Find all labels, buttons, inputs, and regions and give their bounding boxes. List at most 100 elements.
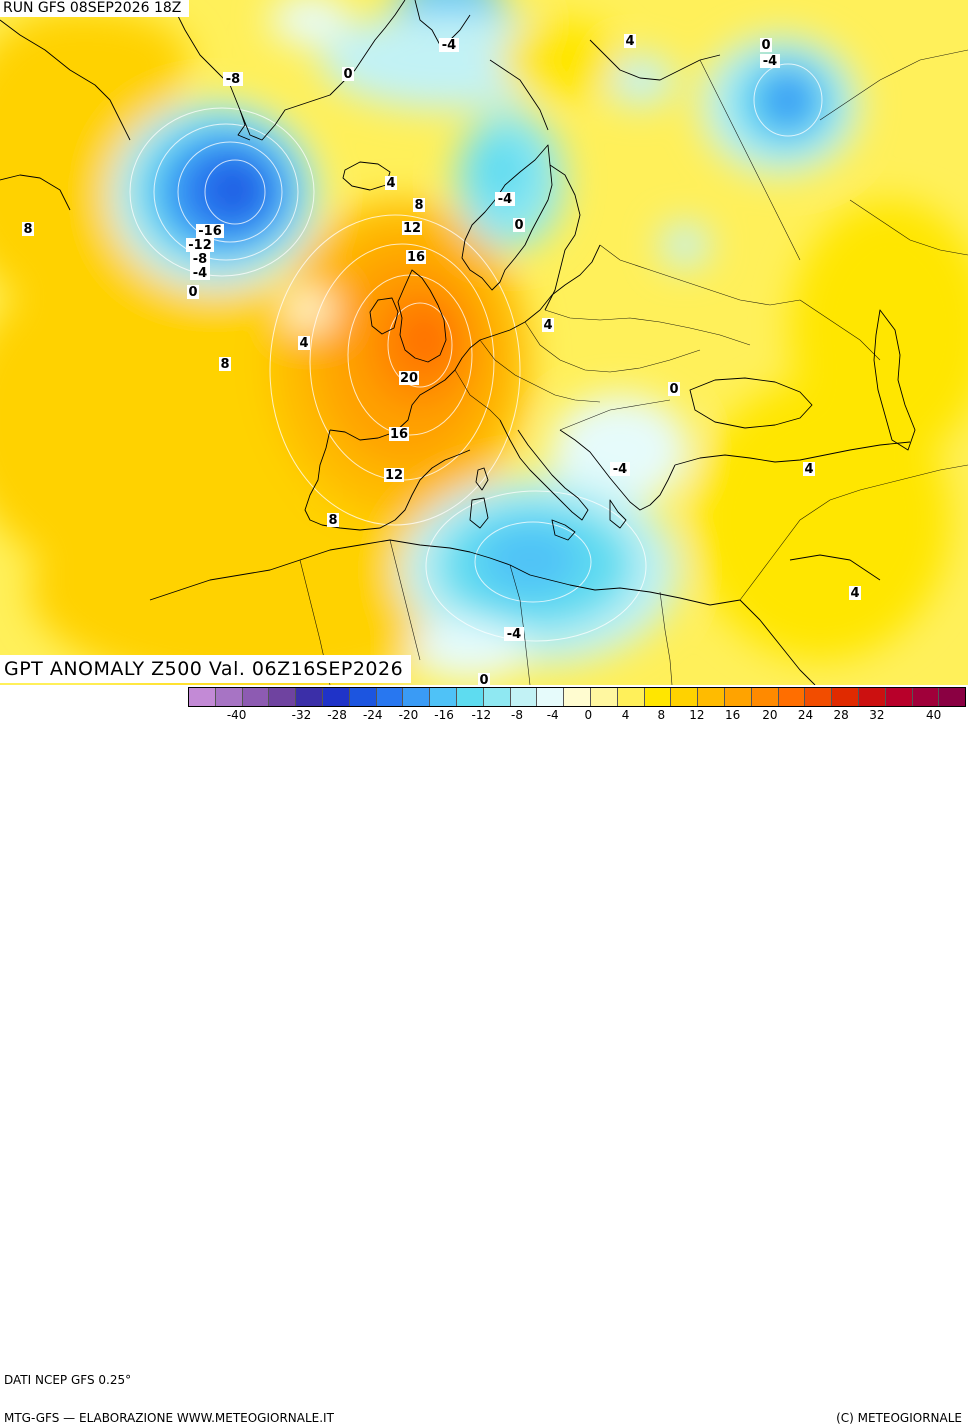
colorbar-tick-label: 8 [657,708,666,722]
colorbar-swatch [939,688,966,706]
contour-label-bg [478,673,490,685]
contour-label: 0 [669,382,678,397]
colorbar-swatch [832,688,859,706]
colorbar-swatch [590,688,618,706]
contour-label: 0 [761,38,770,53]
colorbar-swatch [537,688,565,706]
contour-label: 4 [299,336,308,351]
coastlines [0,0,916,685]
colorbar-tick-label: 20 [762,708,778,722]
colorbar-tick-label: -16 [434,708,454,722]
colorbar-tick-label: -24 [362,708,383,722]
colorbar-tick-label: 16 [724,708,741,722]
contour-label-bg [624,34,636,48]
contour-label-bg [196,224,224,238]
colorbar-tick-label: 28 [833,708,849,722]
contour-label-bg [849,586,861,600]
contour-label: 0 [514,218,523,233]
colorbar-tick-label: 32 [869,708,885,722]
contour-label-bg [803,462,815,476]
contour-label: -12 [188,238,212,253]
contour-label-bg [542,318,554,332]
colorbar-swatch [189,688,216,706]
colorbar-swatch [778,688,806,706]
colorbar-swatch [698,688,725,706]
isolines [129,63,823,642]
colorbar-swatch [269,688,297,706]
contour-label-bg [327,513,339,527]
contour-label: -4 [498,192,512,207]
contour-label-bg [406,250,426,264]
colorbar-tick-label: 0 [584,708,593,722]
colorbar-tick-label: -12 [471,708,492,722]
contour-label-bg [186,238,214,252]
contour-label-bg [298,336,310,350]
credit-left: MTG-GFS — ELABORAZIONE WWW.METEOGIORNALE… [4,1411,334,1425]
colorbar-swatch [403,688,431,706]
colorbar-swatch [724,688,752,706]
contour-label: 16 [407,250,425,265]
colorbar-tick-label: -8 [511,708,523,722]
contour-label: 4 [850,586,859,601]
contour-label: 12 [403,221,421,236]
contour-label: -8 [226,72,240,87]
run-title: RUN GFS 08SEP2026 18Z [0,0,190,17]
contour-label-bg [187,285,199,299]
colorbar-swatch [510,688,538,706]
contour-label-bg [402,221,422,235]
contour-label: 16 [390,427,408,442]
colorbar-ticks: -40 -32 -28 -24 -20 -16 -12 -8 -4 0 4 8 12 16 20 24 28 32… [188,708,966,724]
contour-label: -4 [507,627,521,642]
contour-label: -4 [193,266,207,281]
country-borders [299,49,968,685]
contour-label: 4 [804,462,813,477]
colorbar-swatch [564,688,591,706]
colorbar-tick-label: -28 [327,708,347,722]
colorbar-swatch [885,688,913,706]
colorbar-swatch [805,688,833,706]
colorbar-tick-label: -32 [291,708,312,722]
colorbar-swatch [349,688,377,706]
contour-label: -4 [613,462,627,477]
colorbar-swatch [671,688,699,706]
colorbar-swatch [751,688,779,706]
contour-label-bg [610,462,630,476]
contour-label-bg [413,198,425,212]
contour-label: 0 [479,673,488,685]
contour-label: 0 [188,285,197,300]
colorbar-tick-label: -20 [398,708,419,722]
colorbar-swatch [617,688,645,706]
contour-labels: -8 0-4 4 0-4481216-16-12-8-408-404482016128… [22,34,861,685]
contour-label: 0 [343,67,352,82]
colorbar-tick-label: 40 [925,708,942,722]
colorbar-swatch [296,688,323,706]
contour-label-bg [760,54,780,68]
contour-label-bg [190,252,210,266]
contour-label-bg [760,38,772,52]
contour-label-bg [668,382,680,396]
contour-label: 8 [23,222,32,237]
contour-label-bg [190,266,210,280]
contour-label-bg [385,176,397,190]
colorbar-swatch [644,688,672,706]
contour-label: 20 [400,371,418,386]
colorbar-swatch [322,688,350,706]
colorbar-swatch [242,688,270,706]
anomaly-shading [0,0,968,685]
contour-label: 8 [220,357,229,372]
contour-label: -4 [442,38,456,53]
colorbar-tick-label: 12 [689,708,705,722]
contour-label: -4 [763,54,777,69]
colorbar-swatch [456,688,484,706]
colorbar-swatch [912,688,940,706]
field-title: GPT ANOMALY Z500 Val. 06Z16SEP2026 [0,655,412,683]
contour-label-bg [223,72,243,86]
contour-label: 4 [386,176,395,191]
contour-label-bg [389,427,409,441]
anomaly-map: -8 0-4 4 0-4481216-16-12-8-408-404482016128… [0,0,968,685]
colorbar-swatch [858,688,886,706]
data-source-label: DATI NCEP GFS 0.25° [4,1373,132,1387]
contour-label-bg [513,218,525,232]
colorbar-tick-label: -40 [226,708,247,722]
contour-label: -8 [193,252,207,267]
